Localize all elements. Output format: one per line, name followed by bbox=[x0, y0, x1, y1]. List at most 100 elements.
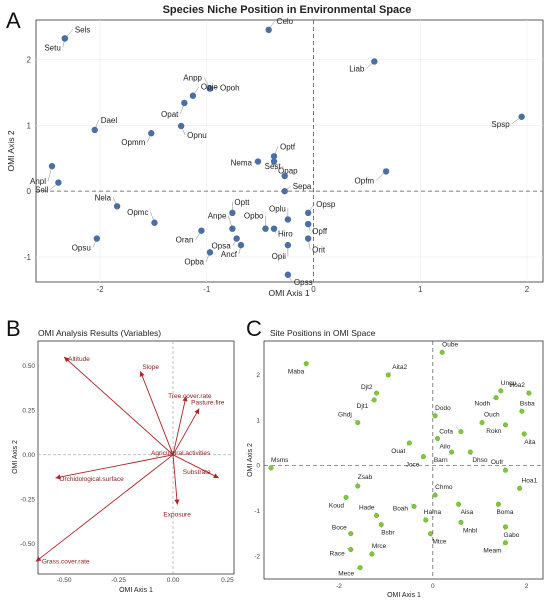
panel-a-ytick-label: 1 bbox=[27, 121, 32, 130]
panel-c-point-meam bbox=[502, 540, 508, 546]
panel-a-point-orit bbox=[304, 235, 312, 242]
panel-c-point-mrce bbox=[369, 551, 375, 557]
panel-a-point-opii bbox=[284, 241, 292, 249]
panel-c-label-koud: Koud bbox=[329, 502, 345, 509]
panel-b-ticks: -0.50 -0.25 0.00 0.25 -0.50 -0.25 0.00 0.25 0.50 bbox=[20, 363, 234, 584]
panel-b-ytick-label: 0.50 bbox=[22, 363, 35, 370]
panel-b-arrow-substrate bbox=[172, 454, 219, 479]
panel-c-xtick-label: 0 bbox=[431, 583, 435, 590]
panel-c-label-boma: Boma bbox=[496, 509, 513, 516]
panel-c-ytick-label: 1 bbox=[256, 417, 260, 424]
panel-c-label-race: Race bbox=[330, 551, 346, 558]
panel-c-label-bsbr: Bsbr bbox=[381, 530, 395, 537]
panel-a-label-anpp: Anpp bbox=[183, 73, 202, 82]
panel-a-xtick-label: -1 bbox=[203, 285, 211, 294]
panel-a-label-liab: Liab bbox=[349, 64, 365, 73]
panel-b-label-substrate: Substrate bbox=[183, 469, 211, 476]
panel-a-ytick-label: -1 bbox=[24, 253, 32, 262]
panel-a-label-nema: Nema bbox=[231, 159, 253, 168]
panel-b-label-slope: Slope bbox=[142, 364, 159, 371]
panel-c-label-mtce: Mtce bbox=[432, 539, 446, 546]
panel-c-label-ailo: Ailo bbox=[439, 443, 450, 450]
panel-c-point-gabo bbox=[502, 524, 508, 530]
panel-c-title: Site Positions in OMI Space bbox=[270, 328, 376, 338]
panel-a-point-optt bbox=[229, 209, 236, 217]
panel-c-label-msms: Msms bbox=[271, 457, 289, 464]
panel-b-ytick-label: -0.25 bbox=[20, 496, 35, 503]
panel-a-point-spsp bbox=[518, 113, 525, 120]
panel-b-arrowhead-tree-cover-rate bbox=[182, 396, 188, 402]
panel-c-label-hade: Hade bbox=[359, 505, 375, 512]
panel-b-ytick-label: 0.25 bbox=[22, 407, 35, 414]
panel-b-xlabel: OMI Axis 1 bbox=[119, 587, 153, 594]
panel-c-point-bsba bbox=[519, 408, 525, 414]
panel-c-xlabel: OMI Axis 1 bbox=[387, 592, 421, 599]
panel-c-point-boma bbox=[495, 501, 501, 507]
panel-b-arrow-exposure bbox=[172, 454, 178, 505]
panel-c-point-mece bbox=[357, 565, 363, 571]
panel-c-point-ghdj bbox=[355, 420, 361, 426]
panel-a-label-opss: Opss bbox=[294, 278, 313, 287]
panel-c-label-dhso: Dhso bbox=[472, 457, 488, 464]
panel-a-point-opfm bbox=[382, 168, 390, 175]
panel-c-label-dodo: Dodo bbox=[435, 405, 451, 412]
panel-a-point-sest bbox=[281, 172, 288, 180]
panel-a-point-setu bbox=[61, 35, 69, 42]
panel-c-point-cofa bbox=[458, 429, 464, 435]
panel-c-label-mnbl: Mnbl bbox=[463, 527, 478, 534]
panel-a-label-sest: Sest bbox=[265, 162, 282, 171]
panel-c-point-mnbl bbox=[458, 519, 464, 525]
panel-b-arrow-pasture-fire bbox=[172, 408, 200, 456]
panel-c-point-aisa bbox=[456, 501, 462, 507]
panel-a-point-opbo bbox=[262, 225, 269, 232]
panel-a-label-sels: Sels bbox=[75, 25, 91, 34]
panel-a-point-liab bbox=[371, 58, 378, 65]
panel-a-label-opii: Opii bbox=[272, 252, 286, 261]
panel-c-label-djt2: Djt2 bbox=[361, 384, 373, 391]
panel-b-arrowhead-substrate bbox=[213, 473, 219, 479]
panel-c-label-meam: Meam bbox=[483, 548, 501, 555]
panel-a-title: Species Niche Position in Environmental … bbox=[163, 4, 412, 16]
panel-a-label-opbo: Opbo bbox=[244, 212, 264, 221]
panel-c-point-boah bbox=[411, 503, 417, 509]
panel-b-xtick-label: 0.00 bbox=[167, 577, 180, 584]
panel-b-label-tree-cover-rate: Tree.cover.rate bbox=[168, 393, 212, 400]
panel-b-letter: B bbox=[6, 316, 21, 341]
panel-c-label-cofa: Cofa bbox=[439, 429, 453, 436]
panel-c-label-aita: Aita bbox=[524, 439, 536, 446]
panel-c-ylabel: OMI Axis 2 bbox=[247, 443, 254, 477]
panel-b-label-orchidological-surface: Orchidological.surface bbox=[59, 476, 124, 483]
panel-c-point-hoa1 bbox=[517, 485, 523, 491]
panel-a-label-anpe: Anpe bbox=[208, 212, 227, 221]
panel-c-ticks: -2 0 2 -2 -1 0 1 2 bbox=[254, 372, 529, 590]
panel-c-zero-lines bbox=[264, 341, 543, 579]
panel-c-ytick-label: -1 bbox=[254, 508, 260, 515]
panel-c-label-hoa1: Hoa1 bbox=[522, 477, 538, 484]
panel-c-label-rokn: Rokn bbox=[486, 428, 502, 435]
panel-a-label-optf: Optf bbox=[280, 142, 296, 151]
panel-a-label-oran: Oran bbox=[176, 236, 194, 245]
panel-c-label-aisa: Aisa bbox=[461, 509, 474, 516]
panel-c-label-nodh: Nodh bbox=[475, 401, 491, 408]
panel-a-label-opnu: Opnu bbox=[187, 131, 207, 140]
panel-a-ytick-label: 2 bbox=[27, 55, 32, 64]
panel-c-xtick-label: 2 bbox=[525, 583, 529, 590]
panel-a-label-opsa: Opsa bbox=[212, 242, 232, 251]
panel-a-label-spsp: Spsp bbox=[491, 120, 510, 129]
panel-a-point-dael bbox=[91, 126, 98, 134]
panel-c-point-ungu bbox=[498, 388, 504, 394]
panel-c-xtick-label: -2 bbox=[336, 583, 342, 590]
panel-c: C Site Positions in OMI Space -2 0 2 -2 -1 0 1… bbox=[246, 316, 544, 599]
panel-c-point-ouch bbox=[479, 420, 485, 426]
panel-a: A Species Niche Position in Environmenta… bbox=[6, 4, 544, 298]
panel-a-point-opat bbox=[181, 99, 188, 107]
panel-c-plot-area bbox=[263, 340, 544, 580]
panel-c-point-aita2 bbox=[385, 372, 391, 378]
panel-b-xtick-label: -0.25 bbox=[111, 577, 126, 584]
panel-c-label-joce: Joce bbox=[406, 462, 420, 469]
panel-c-point-ailo bbox=[434, 435, 440, 441]
panel-c-label-hoa2: Hoa2 bbox=[509, 382, 525, 389]
